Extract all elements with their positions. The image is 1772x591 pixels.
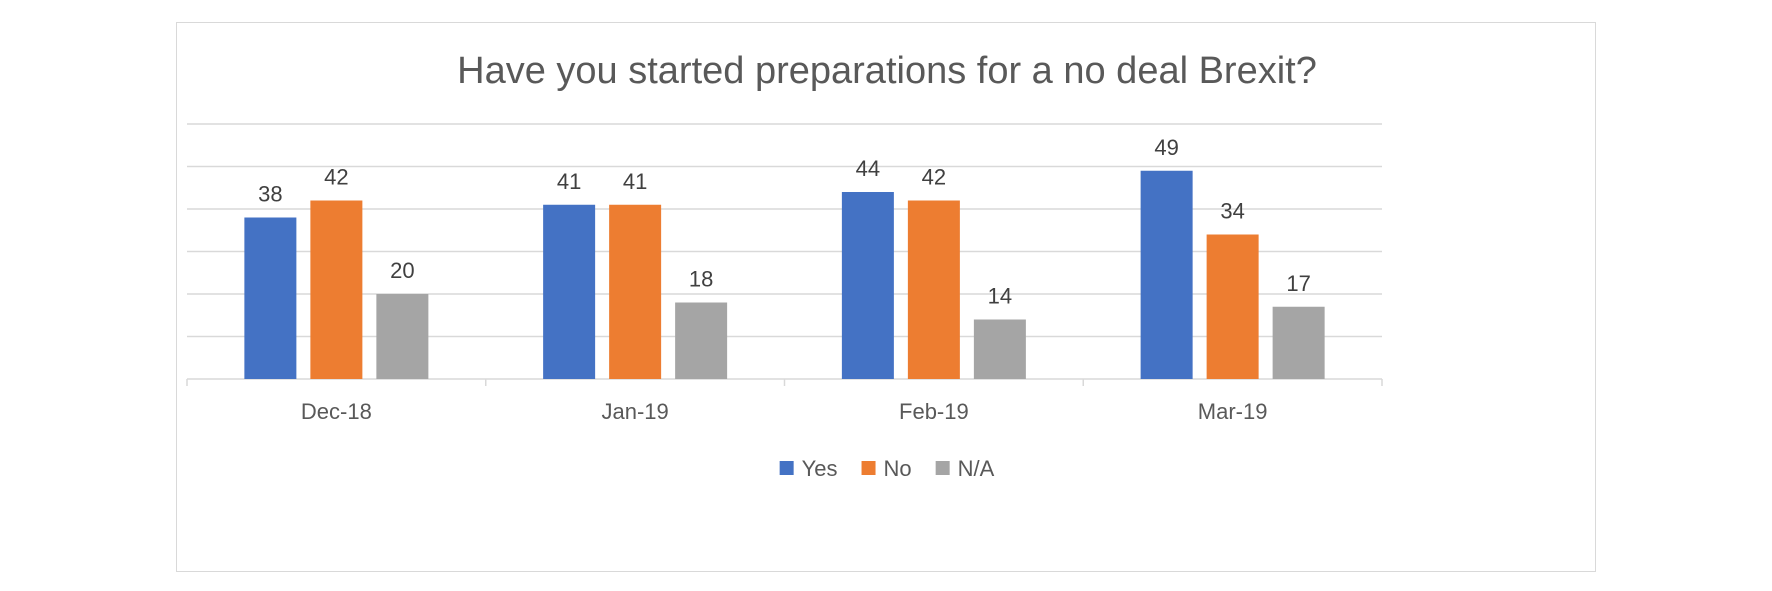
- legend-label: N/A: [958, 456, 995, 481]
- gridlines: [187, 123, 1382, 338]
- data-label: 44: [856, 156, 880, 181]
- bar-chart: Have you started preparations for a no d…: [186, 50, 1383, 481]
- legend-swatch: [779, 461, 794, 475]
- bar-na-dec-18: [376, 294, 429, 379]
- bar-no-mar-19: [1206, 234, 1259, 379]
- legend-item-na: N/A: [935, 456, 995, 481]
- x-tick-label: Jan-19: [601, 399, 668, 424]
- data-label: 41: [623, 169, 647, 194]
- legend-label: Yes: [802, 456, 838, 481]
- bar-na-jan-19: [675, 302, 728, 379]
- bar-yes-jan-19: [543, 204, 596, 379]
- data-label: 42: [922, 165, 946, 190]
- data-label: 34: [1220, 199, 1244, 224]
- legend: Yes No N/A: [779, 456, 995, 481]
- bar-na-mar-19: [1272, 306, 1325, 379]
- legend-swatch: [861, 461, 876, 475]
- data-label: 18: [689, 267, 713, 292]
- legend-item-no: No: [861, 456, 912, 481]
- bar-yes-dec-18: [244, 217, 297, 379]
- data-label: 14: [988, 284, 1012, 309]
- legend-label: No: [884, 456, 912, 481]
- data-label: 38: [258, 182, 282, 207]
- legend-item-yes: Yes: [779, 456, 838, 481]
- bar-no-dec-18: [310, 200, 363, 379]
- data-label: 17: [1286, 271, 1310, 296]
- bars: [244, 170, 1325, 379]
- bar-na-feb-19: [973, 319, 1026, 379]
- data-label: 41: [557, 169, 581, 194]
- x-tick-label: Dec-18: [301, 399, 372, 424]
- chart-title: Have you started preparations for a no d…: [457, 50, 1317, 92]
- data-labels: 38 42 20 41 41 18 44 42 14 49 34 17: [258, 135, 1311, 309]
- bar-no-jan-19: [609, 204, 662, 379]
- legend-swatch: [935, 461, 950, 475]
- bar-yes-mar-19: [1140, 170, 1193, 379]
- bar-no-feb-19: [907, 200, 960, 379]
- bar-yes-feb-19: [841, 192, 894, 379]
- x-tick-label: Mar-19: [1198, 399, 1268, 424]
- data-label: 42: [324, 165, 348, 190]
- x-tick-label: Feb-19: [899, 399, 969, 424]
- data-label: 20: [390, 258, 414, 283]
- x-axis: Dec-18 Jan-19 Feb-19 Mar-19: [186, 378, 1383, 424]
- chart-frame: Have you started preparations for a no d…: [176, 22, 1596, 572]
- data-label: 49: [1154, 135, 1178, 160]
